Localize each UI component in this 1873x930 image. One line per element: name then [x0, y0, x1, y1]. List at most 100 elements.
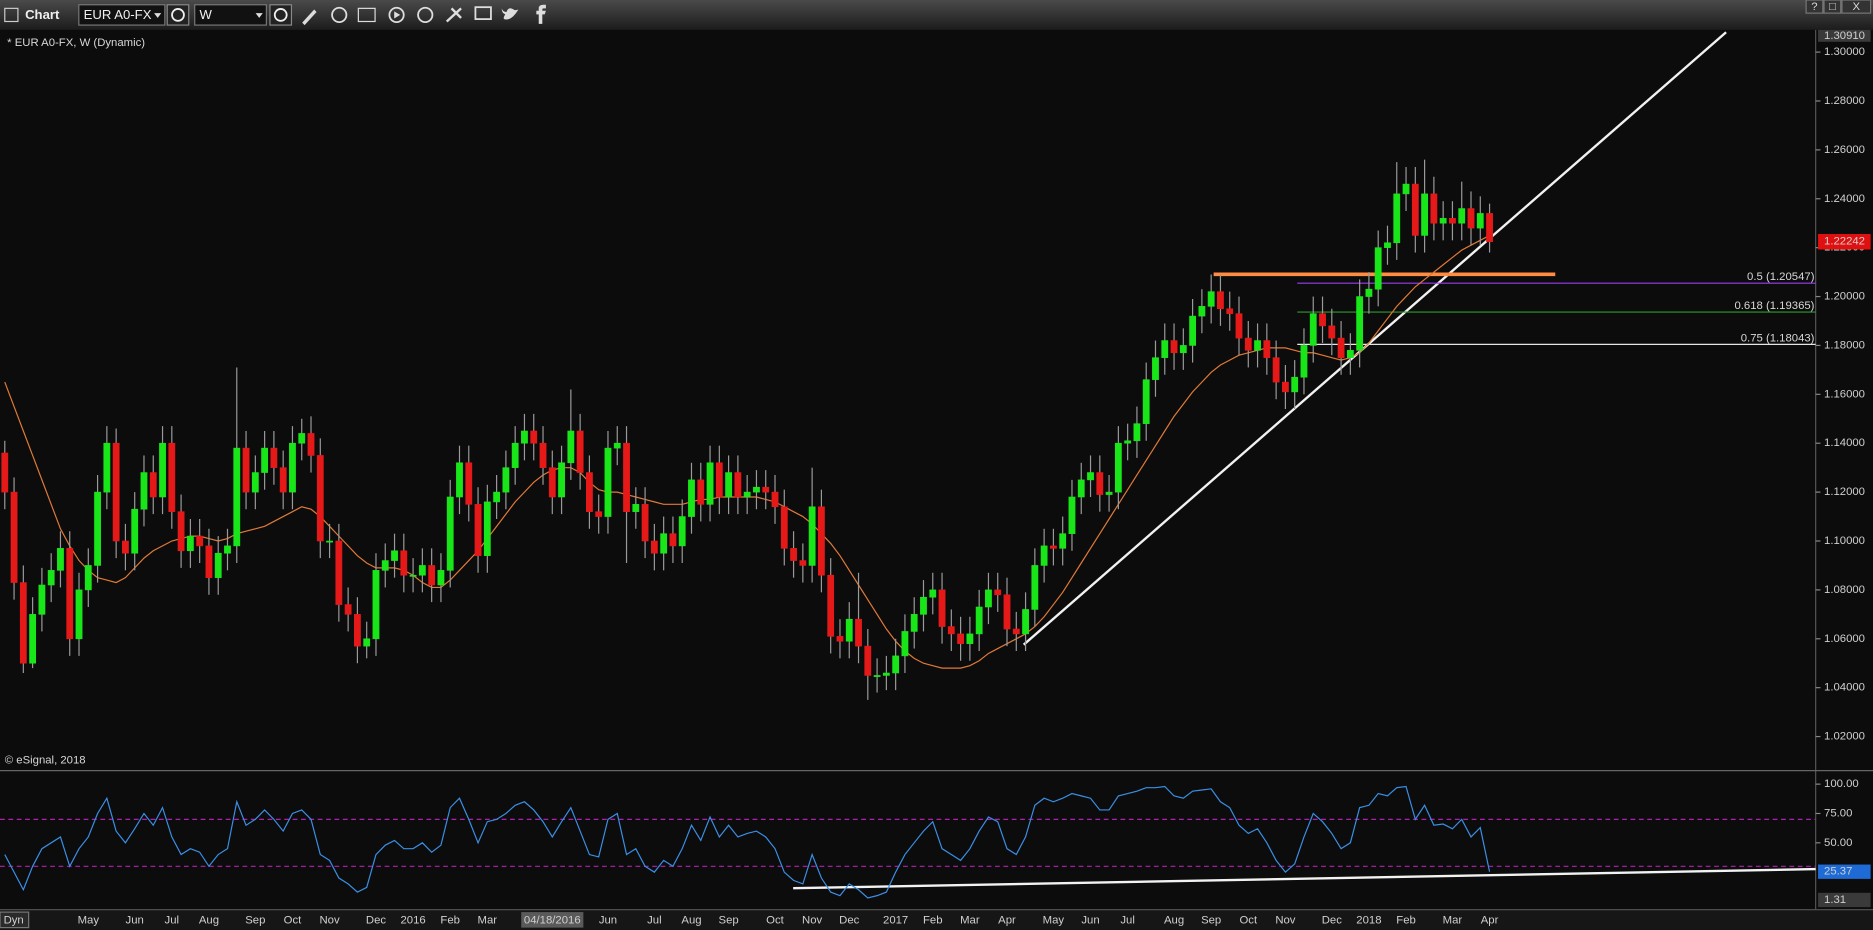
- x-tick-label: Oct: [766, 914, 784, 926]
- candle-body: [131, 508, 139, 554]
- candle-body: [660, 533, 668, 554]
- x-tick-label: 2017: [883, 914, 908, 926]
- refresh-button[interactable]: [331, 6, 348, 23]
- candle-body: [1226, 308, 1234, 314]
- candle-body: [855, 618, 862, 647]
- close-button[interactable]: [1841, 0, 1872, 14]
- x-tick-label: Dec: [366, 914, 386, 926]
- interval-input[interactable]: [194, 4, 267, 26]
- candle-body: [502, 467, 510, 493]
- candle-body: [1077, 479, 1085, 498]
- x-tick-label: Sep: [719, 914, 739, 926]
- corner-button[interactable]: [0, 911, 30, 929]
- fib-label: 0.5 (1.20547): [1747, 271, 1815, 283]
- candle-body: [279, 467, 287, 493]
- y-tick-label: 1.12000: [1824, 486, 1865, 498]
- play-icon: [394, 11, 401, 19]
- candle-body: [827, 574, 835, 637]
- candle-body: [1384, 242, 1391, 248]
- twitter-button[interactable]: [501, 8, 519, 20]
- x-tick-label: Mar: [960, 914, 980, 926]
- candle-body: [1189, 315, 1197, 346]
- y-tick-label: 1.02000: [1824, 731, 1865, 743]
- x-tick-label: Feb: [440, 914, 460, 926]
- alert-button[interactable]: [417, 6, 434, 23]
- candle-body: [1, 452, 9, 493]
- candle-body: [1374, 247, 1382, 290]
- candle-body: [1300, 345, 1308, 378]
- x-tick-label: Jul: [165, 914, 179, 926]
- candle-body: [530, 430, 538, 444]
- comment-button[interactable]: [474, 6, 492, 20]
- candle-body: [521, 430, 528, 444]
- y-tick-label: 1.06000: [1824, 633, 1865, 645]
- x-tick-label: Nov: [802, 914, 822, 926]
- x-tick-label: Oct: [284, 914, 302, 926]
- candle-body: [354, 614, 361, 647]
- candle-body: [595, 511, 603, 517]
- symbol-text: EUR A0-FX: [84, 7, 152, 22]
- y-tick-label: 1.10000: [1824, 535, 1865, 547]
- maximize-button[interactable]: [1823, 0, 1842, 14]
- candle-body: [1309, 313, 1317, 346]
- candle-body: [1142, 379, 1150, 424]
- candle-body: [1012, 628, 1020, 635]
- candle-body: [1170, 340, 1178, 354]
- candle-body: [511, 442, 519, 468]
- credit: © eSignal, 2018: [5, 754, 86, 766]
- candle-body: [446, 496, 454, 571]
- help-button[interactable]: [1805, 0, 1824, 14]
- chart-title: * EUR A0-FX, W (Dynamic): [7, 37, 145, 49]
- symbol-input[interactable]: [78, 4, 166, 26]
- candle-body: [29, 614, 37, 664]
- x-tick-label: 2016: [400, 914, 425, 926]
- x-tick-label: Jun: [1081, 914, 1099, 926]
- candle-body: [233, 447, 241, 547]
- candle-body: [1486, 213, 1493, 243]
- candle-body: [743, 491, 751, 498]
- osc-y-tick-label: 50.00: [1824, 837, 1852, 849]
- candle-body: [641, 504, 649, 542]
- candle-body: [140, 472, 148, 510]
- candle-body: [57, 548, 64, 571]
- candle-body: [242, 447, 250, 493]
- osc-min-box: [1818, 892, 1871, 908]
- settings-icon: [171, 8, 185, 22]
- oscillator-line: [4, 785, 1491, 899]
- candle-body: [613, 442, 621, 449]
- candle-body: [363, 638, 371, 647]
- play-button[interactable]: [388, 6, 405, 23]
- candle-body: [307, 433, 315, 456]
- draw-tool-button[interactable]: [302, 9, 317, 26]
- tools-button[interactable]: [445, 7, 462, 23]
- y-tick-label: 1.30000: [1824, 46, 1865, 58]
- settings-button[interactable]: [166, 4, 190, 26]
- candle-body: [1114, 442, 1122, 493]
- x-tick-label: Sep: [245, 914, 265, 926]
- candle-body: [316, 455, 324, 542]
- candle-body: [1244, 337, 1252, 351]
- candle-body: [1439, 218, 1447, 224]
- candle-body: [10, 491, 18, 583]
- data-button[interactable]: [357, 7, 376, 23]
- candle-body: [94, 491, 101, 566]
- x-tick-label: Nov: [319, 914, 339, 926]
- candle-body: [678, 516, 686, 547]
- candle-body: [19, 582, 27, 664]
- candle-body: [66, 548, 74, 640]
- y-tick-label: 1.28000: [1824, 95, 1865, 107]
- candle-body: [261, 447, 269, 473]
- y-tick-label: 1.04000: [1824, 682, 1865, 694]
- candle-body: [1050, 545, 1057, 549]
- candle-body: [214, 552, 222, 578]
- candle-body: [1449, 218, 1456, 224]
- facebook-button[interactable]: [536, 4, 546, 24]
- x-tick-label: Sep: [1201, 914, 1221, 926]
- candle-body: [669, 533, 677, 547]
- candle-body: [753, 486, 760, 493]
- candle-body: [400, 550, 408, 576]
- clock-button[interactable]: [269, 4, 293, 26]
- candle-body: [1068, 496, 1076, 534]
- candle-body: [1281, 381, 1289, 393]
- last-price-label: 1.22242: [1824, 236, 1865, 248]
